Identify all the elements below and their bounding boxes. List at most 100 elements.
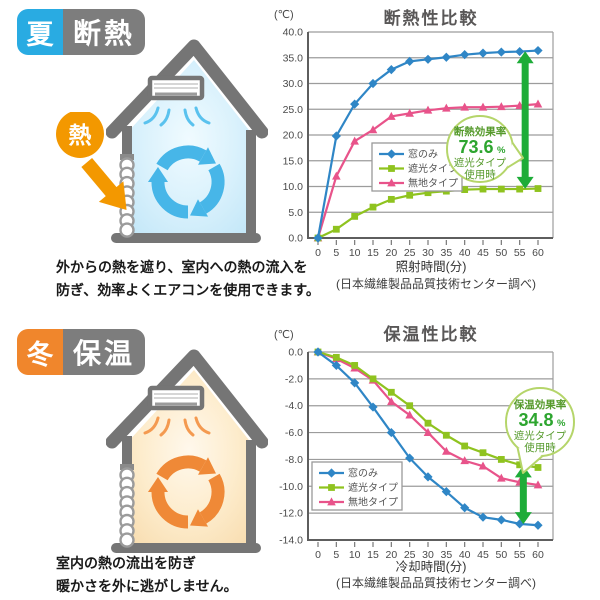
winter-badge: 冬 保温: [17, 329, 146, 375]
svg-text:15: 15: [367, 549, 379, 558]
svg-text:使用時: 使用時: [464, 168, 496, 181]
curtain-rail: [120, 154, 134, 160]
chart-unit-label: (℃): [274, 329, 294, 341]
svg-text:60: 60: [532, 247, 544, 258]
chart-title: 断熱性比較: [383, 9, 479, 28]
svg-text:30: 30: [422, 247, 434, 258]
summer-caption: 外からの熱を遮り、室内への熱の流入を 防ぎ、効率よくエアコンを使用できます。: [56, 256, 320, 302]
summer-badge: 夏 断熱: [17, 9, 146, 55]
svg-text:15.0: 15.0: [283, 155, 304, 167]
svg-text:45: 45: [477, 247, 489, 258]
svg-text:35.0: 35.0: [283, 52, 304, 64]
svg-text:-8.0: -8.0: [285, 454, 303, 466]
svg-text:5: 5: [333, 247, 339, 258]
svg-text:遮光タイプ: 遮光タイプ: [348, 481, 398, 494]
heat-retention-chart: (℃) 保温性比較 0.0 -2.0 -4.0 -6.0 -8.0 -10.0 -12.0 -…: [272, 312, 600, 600]
svg-text:73.6: 73.6: [458, 137, 493, 157]
svg-text:断熱効果率: 断熱効果率: [454, 125, 507, 138]
summer-house-illustration: [106, 39, 268, 243]
chart-source: (日本繊維製品品質技術センター調べ): [336, 576, 536, 590]
svg-text:使用時: 使用時: [524, 441, 556, 454]
svg-text:-4.0: -4.0: [285, 400, 303, 412]
summer-season-label: 夏: [17, 9, 63, 55]
svg-text:0: 0: [315, 247, 321, 258]
svg-text:20: 20: [385, 549, 397, 558]
svg-text:遮光タイプ: 遮光タイプ: [408, 162, 458, 175]
winter-caption: 室内の熱の流出を防ぎ 暖かさを外に逃がしません。: [56, 552, 238, 598]
svg-text:25: 25: [404, 549, 416, 558]
heat-arrow-icon: [81, 157, 127, 210]
svg-text:10: 10: [349, 247, 361, 258]
svg-text:55: 55: [514, 247, 526, 258]
heat-badge: 熱: [56, 112, 127, 210]
summer-caption-line2: 防ぎ、効率よくエアコンを使用できます。: [56, 282, 320, 298]
svg-text:30: 30: [422, 549, 434, 558]
aircon-icon: [147, 75, 205, 101]
svg-text:20.0: 20.0: [283, 130, 304, 142]
svg-text:60: 60: [532, 549, 544, 558]
svg-text:遮光タイプ: 遮光タイプ: [454, 156, 507, 169]
circulation-arrows-icon: [144, 145, 231, 223]
summer-caption-line1: 外からの熱を遮り、室内への熱の流入を: [56, 259, 308, 275]
svg-text:34.8: 34.8: [518, 410, 553, 430]
roof: [106, 349, 268, 449]
chart-canvas: 40.0 35.0 30.0 25.0 20.0 15.0 10.0 5.0 0.0 0 5 10 15…: [283, 27, 554, 258]
svg-text:-10.0: -10.0: [279, 481, 303, 493]
circulation-arrows-icon: [144, 455, 231, 533]
chart-xlabel: 冷却時間(分): [395, 560, 467, 574]
curtain-rail: [120, 464, 134, 470]
svg-text:-2.0: -2.0: [285, 373, 303, 385]
svg-text:0: 0: [315, 549, 321, 558]
svg-text:遮光タイプ: 遮光タイプ: [514, 429, 567, 442]
svg-text:20: 20: [385, 247, 397, 258]
svg-text:50: 50: [495, 549, 507, 558]
svg-text:40: 40: [459, 247, 471, 258]
svg-text:窓のみ: 窓のみ: [408, 148, 438, 161]
winter-topic-label: 保温: [63, 329, 146, 375]
chart-xlabel: 照射時間(分): [395, 260, 467, 274]
svg-text:40.0: 40.0: [283, 27, 304, 39]
svg-text:45: 45: [477, 549, 489, 558]
heat-circle: [56, 112, 104, 158]
roof: [106, 39, 268, 139]
svg-text:5.0: 5.0: [288, 207, 303, 219]
cool-airflow-icon: [143, 106, 211, 127]
chart-title: 保温性比較: [383, 325, 479, 344]
svg-text:30.0: 30.0: [283, 78, 304, 90]
insulation-chart: (℃) 断熱性比較 40.0 35.0 30.0 25.0 20.0 15.0 10.0 5.…: [272, 2, 600, 302]
svg-text:15: 15: [367, 247, 379, 258]
svg-text:5: 5: [333, 549, 339, 558]
chart-canvas: 0.0 -2.0 -4.0 -6.0 -8.0 -10.0 -12.0 -14.0 0 5 10 15…: [279, 347, 575, 558]
svg-text:%: %: [497, 145, 506, 156]
svg-text:-6.0: -6.0: [285, 427, 303, 439]
winter-house-illustration: [106, 349, 268, 553]
svg-text:0.0: 0.0: [288, 233, 303, 245]
svg-text:10: 10: [349, 549, 361, 558]
winter-season-label: 冬: [17, 329, 63, 375]
svg-text:保温効果率: 保温効果率: [513, 398, 567, 411]
svg-text:10.0: 10.0: [283, 181, 304, 193]
svg-text:35: 35: [440, 549, 452, 558]
chart-source: (日本繊維製品品質技術センター調べ): [336, 277, 536, 291]
winter-caption-line2: 暖かさを外に逃がしません。: [56, 578, 238, 594]
svg-text:%: %: [557, 418, 566, 429]
svg-text:無地タイプ: 無地タイプ: [348, 496, 398, 509]
svg-text:50: 50: [495, 247, 507, 258]
warm-airflow-icon: [143, 416, 211, 437]
svg-text:-14.0: -14.0: [279, 535, 303, 547]
summer-topic-label: 断熱: [63, 9, 146, 55]
aircon-icon: [147, 385, 205, 411]
svg-text:25: 25: [404, 247, 416, 258]
svg-text:-12.0: -12.0: [279, 508, 303, 520]
svg-text:55: 55: [514, 549, 526, 558]
winter-caption-line1: 室内の熱の流出を防ぎ: [56, 555, 196, 571]
chart-unit-label: (℃): [274, 9, 294, 21]
heat-label: 熱: [69, 122, 92, 148]
curtain-icon: [119, 467, 135, 548]
svg-text:無地タイプ: 無地タイプ: [408, 177, 458, 190]
svg-text:0.0: 0.0: [288, 347, 303, 359]
svg-text:窓のみ: 窓のみ: [348, 467, 378, 480]
svg-text:40: 40: [459, 549, 471, 558]
svg-text:35: 35: [440, 247, 452, 258]
